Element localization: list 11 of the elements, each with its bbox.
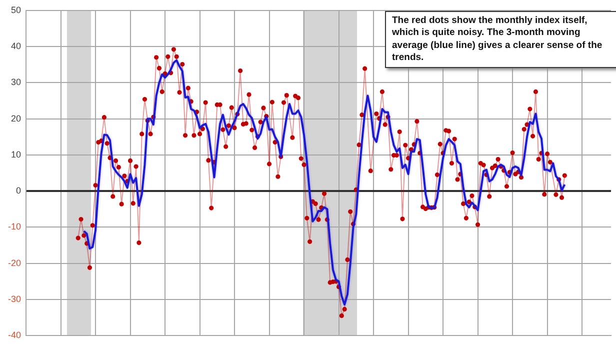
y-tick-label: -30 [8, 294, 21, 304]
y-tick-label: 50 [10, 4, 21, 15]
y-tick-label: 0 [16, 186, 21, 196]
y-tick-label: 10 [10, 149, 21, 160]
y-tick-label: 30 [10, 77, 21, 88]
y-tick-label: -40 [8, 330, 21, 340]
y-tick-label: -10 [8, 222, 21, 232]
y-tick-label: 40 [10, 41, 21, 52]
annotation: The red dots show the monthly index itself, which is quite noisy. The 3-month moving average (blue line) gives a clearer sense of the trends. [385, 11, 616, 68]
y-tick-label: -20 [8, 258, 21, 268]
y-tick-label: 20 [10, 113, 21, 124]
